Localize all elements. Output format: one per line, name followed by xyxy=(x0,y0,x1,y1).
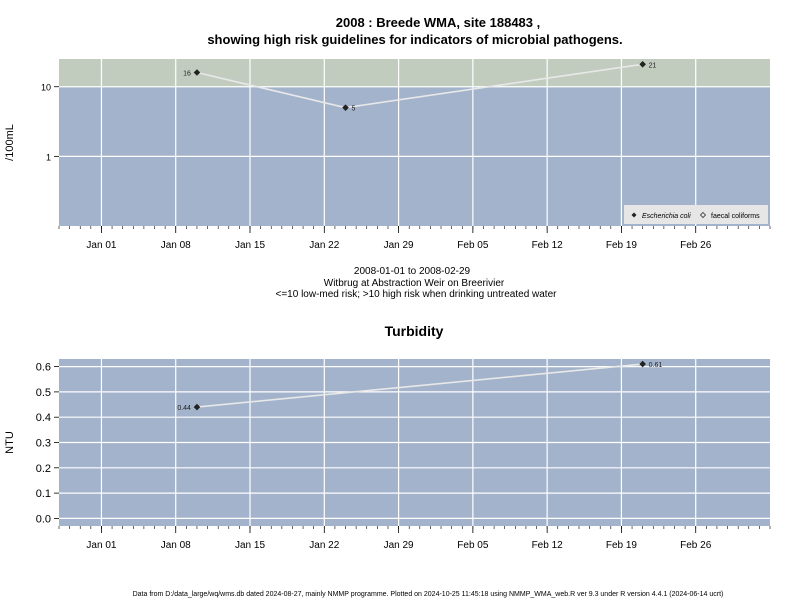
x-tick-label: Feb 05 xyxy=(457,240,489,251)
data-label: 5 xyxy=(352,106,356,113)
x-tick-label: Jan 01 xyxy=(86,240,116,251)
y-tick-label: 10 xyxy=(41,83,51,93)
y-tick-label: 0.2 xyxy=(36,463,51,475)
x-tick-label: Feb 12 xyxy=(532,240,564,251)
data-point xyxy=(193,69,201,76)
data-label: 0.44 xyxy=(177,405,191,412)
data-label: 16 xyxy=(183,70,191,77)
y-tick-label: 0.6 xyxy=(36,362,51,374)
main-title-line2: showing high risk guidelines for indicat… xyxy=(207,32,622,47)
legend-box xyxy=(624,205,768,224)
legend-label: Escherichia coli xyxy=(642,213,691,220)
risk-guideline-subtitle: <=10 low-med risk; >10 high risk when dr… xyxy=(276,289,558,300)
y-axis-label: NTU xyxy=(4,431,16,454)
microbial-chart: Jan 01 Jan 08 Jan 15 Jan 22 Jan 29 Feb 05 Feb … xyxy=(4,59,771,251)
legend-label: faecal coliforms xyxy=(711,213,760,220)
y-tick-label: 0.1 xyxy=(36,488,51,500)
turbidity-chart: Jan 01 Jan 08 Jan 15 Jan 22 Jan 29 Feb 05 Feb … xyxy=(4,359,771,551)
y-tick-label: 0.5 xyxy=(36,387,51,399)
series-line xyxy=(196,363,643,408)
x-tick-label: Jan 08 xyxy=(161,540,191,551)
x-tick-label: Feb 05 xyxy=(457,540,489,551)
high-risk-band xyxy=(59,59,770,87)
y-axis-label: /100mL xyxy=(4,124,16,161)
y-tick-label: 0.4 xyxy=(36,412,51,424)
date-range-subtitle: 2008-01-01 to 2008-02-29 xyxy=(354,266,471,277)
turbidity-chart-title: Turbidity xyxy=(385,323,444,339)
data-point xyxy=(342,104,349,111)
x-tick-label: Feb 12 xyxy=(532,540,564,551)
x-tick-label: Jan 01 xyxy=(86,540,116,551)
x-tick-label: Jan 22 xyxy=(309,540,339,551)
main-title-line1: 2008 : Breede WMA, site 188483 , xyxy=(336,15,541,30)
legend-symbol-filled-diamond xyxy=(631,212,637,218)
data-point xyxy=(193,403,201,411)
x-tick-label: Jan 08 xyxy=(161,240,191,251)
x-tick-label: Feb 19 xyxy=(606,240,638,251)
data-point xyxy=(639,60,646,68)
x-tick-label: Jan 29 xyxy=(384,240,414,251)
site-description-subtitle: Witbrug at Abstraction Weir on Breerivie… xyxy=(324,278,505,289)
legend-symbol-open-diamond xyxy=(699,211,707,219)
data-label: 0.61 xyxy=(649,362,663,369)
x-tick-label: Jan 29 xyxy=(384,540,414,551)
data-point xyxy=(639,360,646,368)
x-tick-label: Feb 26 xyxy=(680,540,712,551)
x-tick-label: Jan 22 xyxy=(309,240,339,251)
y-tick-label: 0.3 xyxy=(36,438,51,450)
x-tick-label: Jan 15 xyxy=(235,540,265,551)
data-source-footer: Data from D:/data_large/wq/wms.db dated … xyxy=(133,591,724,598)
x-tick-label: Jan 15 xyxy=(235,240,265,251)
y-tick-label: 0.0 xyxy=(36,513,51,525)
x-tick-label: Feb 19 xyxy=(606,540,638,551)
x-tick-label: Feb 26 xyxy=(680,240,712,251)
data-label: 21 xyxy=(649,62,657,69)
y-tick-label: 1 xyxy=(46,152,51,162)
